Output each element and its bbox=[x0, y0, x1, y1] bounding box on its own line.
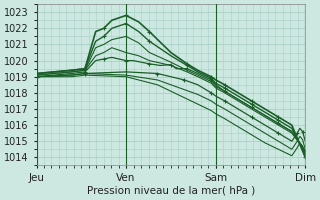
X-axis label: Pression niveau de la mer( hPa ): Pression niveau de la mer( hPa ) bbox=[87, 186, 255, 196]
